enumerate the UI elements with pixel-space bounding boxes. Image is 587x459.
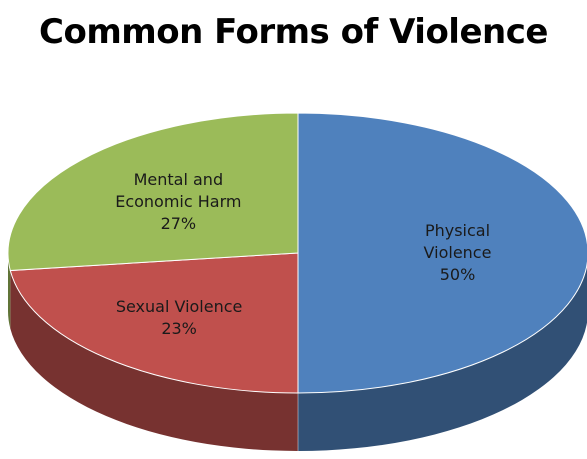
pie-slice-1 bbox=[9, 252, 299, 394]
chart-title: Common Forms of Violence bbox=[39, 12, 548, 52]
pie-slice-side-0 bbox=[298, 264, 587, 451]
pie-slice-2 bbox=[7, 112, 299, 272]
slice-category-label-0: Violence bbox=[424, 243, 492, 262]
slice-value-label-0: 50% bbox=[440, 265, 476, 284]
pie-slice-side-2 bbox=[8, 253, 11, 329]
slice-category-label-1: Sexual Violence bbox=[116, 297, 243, 316]
slice-value-label-2: 27% bbox=[161, 214, 197, 233]
slice-category-label-2: Mental and bbox=[134, 170, 224, 189]
pie-slice-side-1 bbox=[10, 270, 298, 451]
slice-category-label-2: Economic Harm bbox=[115, 192, 241, 211]
slice-value-label-1: 23% bbox=[161, 319, 197, 338]
slice-category-label-0: Physical bbox=[425, 221, 490, 240]
pie-slice-0 bbox=[297, 112, 587, 394]
